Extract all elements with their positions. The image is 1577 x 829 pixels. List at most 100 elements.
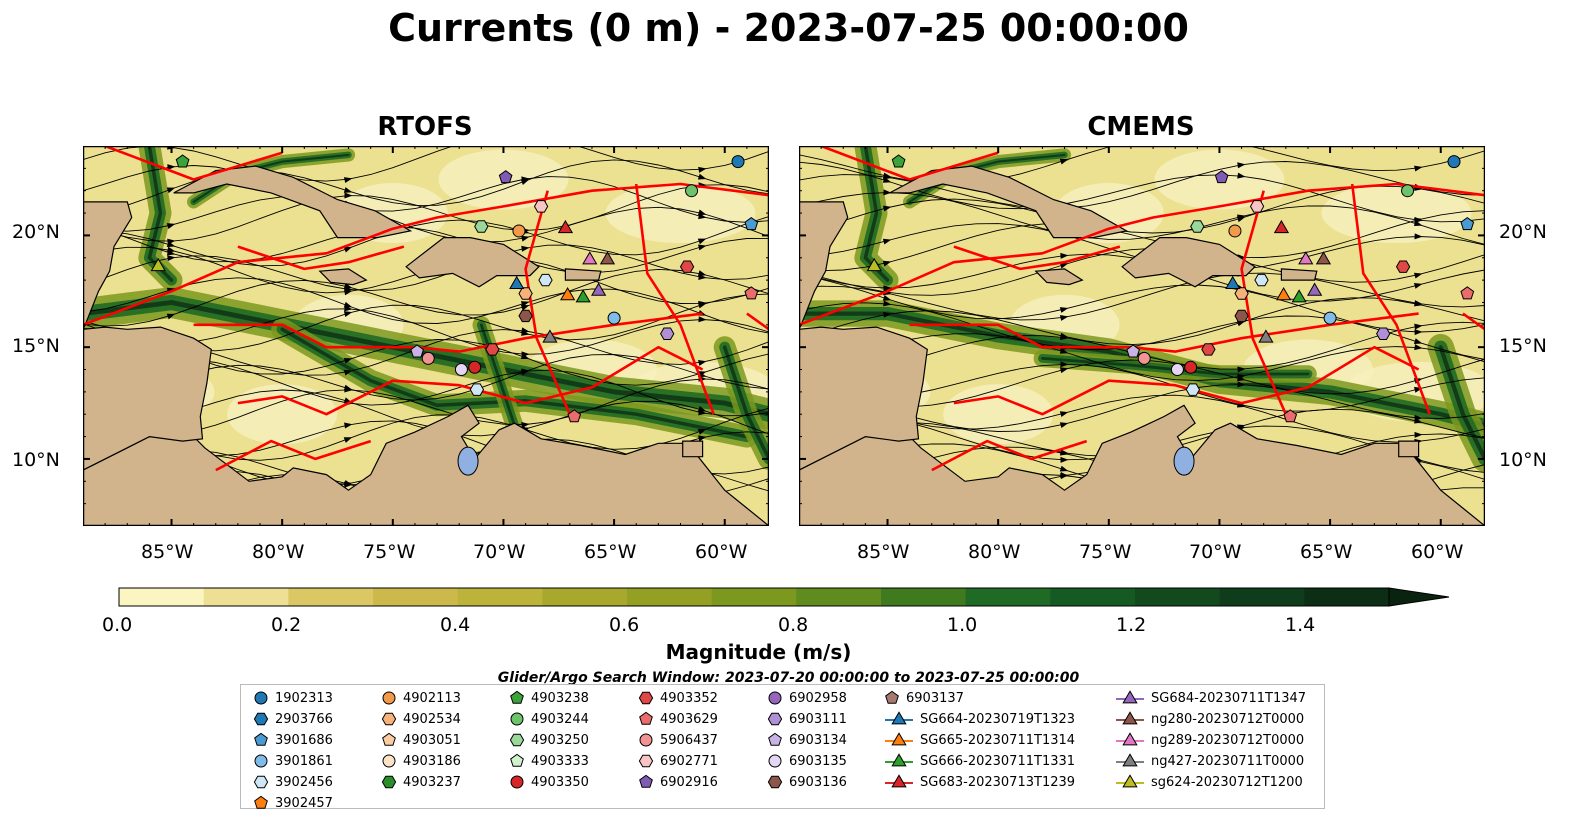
colorbar-tick-5: 1.0: [947, 614, 978, 636]
legend-marker: [885, 690, 899, 704]
legend-marker: [1122, 774, 1138, 788]
legend-entry: 4903186: [381, 751, 461, 771]
legend-marker-icon: [510, 753, 524, 767]
platform-marker-cmems-12: [1460, 286, 1475, 300]
legend-marker: [254, 754, 268, 768]
legend-marker-icon: [382, 691, 396, 705]
legend-label: SG665-20230711T1314: [920, 732, 1076, 748]
legend-label: 5906437: [660, 732, 718, 748]
legend-label: SG664-20230719T1323: [920, 711, 1076, 727]
platform-marker-cmems-15: [1137, 351, 1151, 365]
legend-marker: [639, 711, 653, 725]
legend-marker: [639, 733, 653, 747]
legend-label: 4903333: [531, 753, 589, 769]
legend-marker-icon: [382, 754, 396, 768]
platform-marker-rtofs-20: [567, 409, 582, 423]
legend-marker: [254, 691, 268, 705]
legend-entry: 6903135: [767, 751, 847, 771]
legend-marker: [253, 775, 269, 789]
legend-marker-icon: [768, 691, 782, 705]
legend-label: ng289-20230712T0000: [1151, 732, 1305, 748]
legend-entry: SG683-20230713T1239: [884, 772, 1075, 792]
legend-label: 6902958: [789, 690, 847, 706]
platform-marker-rtofs-9: [607, 311, 621, 325]
platform-marker-rtofs-5: [474, 220, 489, 233]
legend-label: SG683-20230713T1239: [920, 774, 1076, 790]
legend-label: 2903766: [275, 711, 333, 727]
legend-marker: [768, 691, 782, 705]
legend-marker-icon: [1116, 774, 1144, 788]
legend-marker-icon: [510, 690, 524, 704]
legend-label: 4902113: [403, 690, 461, 706]
legend-label: 4903244: [531, 711, 589, 727]
legend-marker: [253, 712, 269, 726]
legend-label: 4903350: [531, 774, 589, 790]
colorbar-tick-1: 0.2: [271, 614, 302, 636]
platform-marker-cmems-5: [1190, 220, 1205, 233]
platform-marker-rtofs-2: [685, 184, 699, 198]
platform-marker-rtofs-4: [498, 170, 513, 184]
platform-marker-cmems-11: [1395, 260, 1411, 273]
platform-marker-rtofs-23: [560, 286, 576, 301]
platform-marker-cmems-28: [1298, 251, 1314, 265]
legend-entry: 2903766: [253, 709, 333, 729]
legend-label: sg624-20230712T1200: [1151, 774, 1303, 790]
legend-marker: [254, 795, 268, 809]
legend-marker-icon: [510, 775, 524, 789]
legend-marker-icon: [767, 712, 783, 726]
x-tick-right-75w: 75°W: [1079, 541, 1132, 563]
platform-marker-cmems-13: [1376, 327, 1391, 340]
legend-label: 4903238: [531, 690, 589, 706]
platform-marker-rtofs-18: [469, 383, 485, 396]
platform-marker-rtofs-11: [679, 260, 695, 273]
legend-label: 6903136: [789, 774, 847, 790]
legend-marker: [381, 712, 397, 726]
legend-marker: [254, 732, 268, 746]
legend-entry: 4903237: [381, 772, 461, 792]
platform-marker-rtofs-29: [542, 329, 558, 343]
panel-title-cmems: CMEMS: [1087, 112, 1195, 142]
platform-marker-cmems-25: [1273, 219, 1290, 234]
platform-marker-rtofs-16: [454, 363, 468, 377]
x-tick-left-65w: 65°W: [584, 541, 637, 563]
platform-marker-rtofs-24: [575, 289, 591, 303]
x-tick-right-80w: 80°W: [968, 541, 1021, 563]
colorbar-extend-arrow: [1388, 587, 1450, 607]
legend-label: 6903134: [789, 732, 847, 748]
legend-label: ng427-20230711T0000: [1151, 753, 1305, 769]
platform-marker-rtofs-14: [410, 344, 424, 358]
legend-entry: ng427-20230711T0000: [1115, 751, 1304, 771]
colorbar-segment: [373, 588, 459, 606]
land-cmems: [799, 165, 1485, 526]
legend-entry: 6903137: [884, 688, 964, 708]
platform-marker-rtofs-30: [150, 257, 166, 272]
y-tick-right-20n: 20°N: [1499, 221, 1547, 243]
chart-title: Currents (0 m) - 2023-07-25 00:00:00: [388, 6, 1189, 50]
platform-marker-rtofs-8: [518, 287, 533, 300]
x-tick-left-80w: 80°W: [252, 541, 305, 563]
legend-marker: [382, 732, 396, 746]
legend-entry: 6902958: [767, 688, 847, 708]
colorbar-segment: [1304, 588, 1390, 606]
legend-entry: ng289-20230712T0000: [1115, 730, 1304, 750]
platform-marker-rtofs-22: [509, 275, 525, 289]
legend-entry: 4903244: [509, 709, 589, 729]
platform-marker-cmems-27: [1315, 251, 1332, 265]
platform-marker-cmems-14: [1126, 344, 1140, 358]
platform-marker-rtofs-15: [421, 351, 435, 365]
legend-marker: [1122, 732, 1138, 746]
legend-marker: [768, 732, 782, 746]
y-tick-right-15n: 15°N: [1499, 335, 1547, 357]
colorbar-segment: [881, 588, 967, 606]
legend-marker-icon: [381, 775, 397, 789]
legend: 1902313 2903766 3901686 3901861 3902456 39024…: [240, 684, 1325, 811]
legend-marker-icon: [639, 711, 653, 725]
legend-marker-icon: [639, 733, 653, 747]
legend-label: 4903250: [531, 732, 589, 748]
platform-marker-rtofs-6: [512, 224, 526, 238]
colorbar-segment: [796, 588, 882, 606]
legend-marker: [639, 774, 653, 788]
colorbar-tick-0: 0.0: [102, 614, 133, 636]
platform-marker-rtofs-27: [599, 251, 616, 265]
legend-marker-icon: [885, 774, 913, 788]
